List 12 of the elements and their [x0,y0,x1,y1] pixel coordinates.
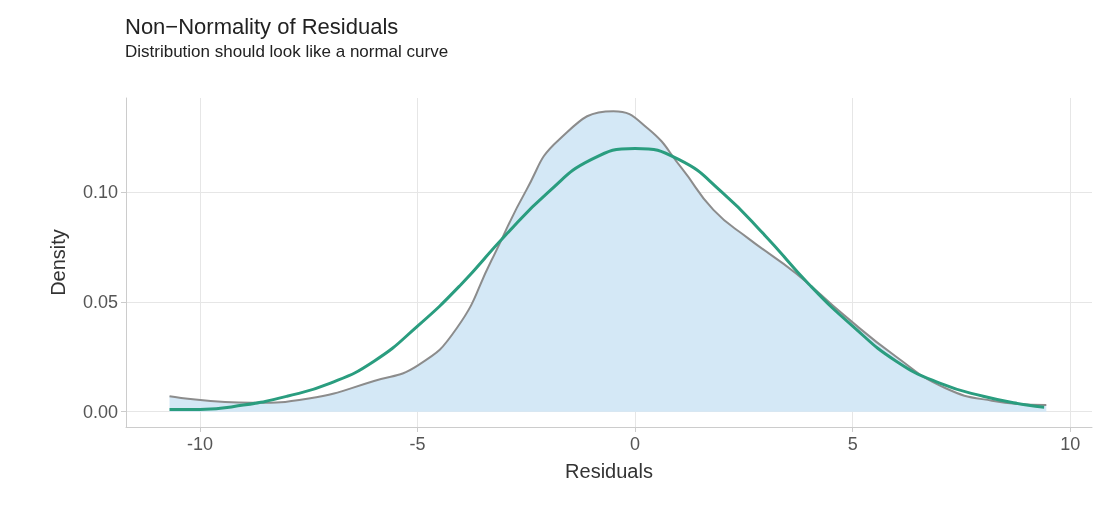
x-axis-title: Residuals [565,460,653,482]
y-tick-label: 0.00 [82,401,118,422]
chart-title: Non−Normality of Residuals [125,13,399,39]
x-tick-label: -10 [186,434,213,454]
chart-subtitle: Distribution should look like a normal curve [125,42,449,61]
x-tick-label: 5 [847,434,858,454]
x-tick-label: 10 [1060,434,1081,454]
y-tick-label: 0.05 [82,291,118,312]
y-axis-title: Density [47,229,69,296]
y-tick-label: 0.10 [82,182,118,203]
x-tick-label: 0 [630,434,641,454]
x-tick-label: -5 [409,434,426,454]
